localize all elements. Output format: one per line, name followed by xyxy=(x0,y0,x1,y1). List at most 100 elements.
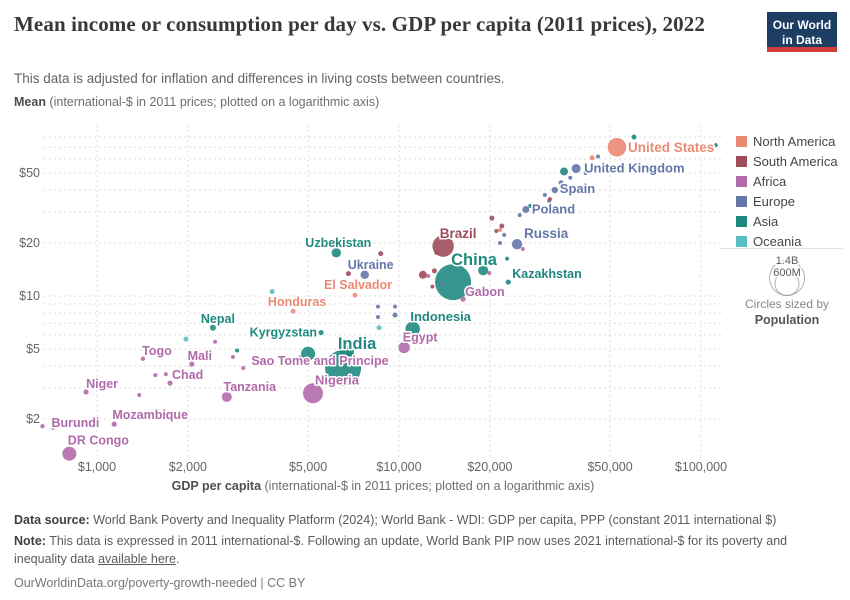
data-point-ukraine[interactable] xyxy=(360,270,369,279)
x-axis-title-bold: GDP per capita xyxy=(171,479,262,493)
data-point[interactable] xyxy=(163,372,168,377)
data-point-poland[interactable] xyxy=(522,206,530,214)
data-point-nepal[interactable] xyxy=(209,324,216,331)
owid-logo[interactable]: Our World in Data xyxy=(767,12,837,52)
data-point-uzbekistan[interactable] xyxy=(331,248,342,258)
data-point[interactable] xyxy=(631,134,637,140)
data-point-kazakhstan[interactable] xyxy=(505,279,511,285)
data-point[interactable] xyxy=(596,154,601,159)
data-point-sao-tome-and-principe[interactable] xyxy=(298,355,302,359)
data-point[interactable] xyxy=(502,233,507,238)
legend-item-north-america[interactable]: North America xyxy=(736,134,838,149)
data-point-indonesia[interactable] xyxy=(405,321,420,337)
legend-item-oceania[interactable]: Oceania xyxy=(736,234,838,249)
data-point-el-salvador[interactable] xyxy=(352,292,358,298)
data-point[interactable] xyxy=(558,180,564,186)
data-point[interactable] xyxy=(345,271,351,277)
data-point-honduras[interactable] xyxy=(290,308,296,314)
data-point[interactable] xyxy=(547,197,552,202)
data-point[interactable] xyxy=(434,250,439,255)
data-point[interactable] xyxy=(393,304,398,309)
data-point[interactable] xyxy=(339,345,354,360)
data-point[interactable] xyxy=(499,223,505,229)
data-point-dr-congo[interactable] xyxy=(62,446,77,461)
data-point[interactable] xyxy=(426,273,431,278)
data-point-chad[interactable] xyxy=(167,380,173,386)
data-point[interactable] xyxy=(589,155,595,161)
legend-item-africa[interactable]: Africa xyxy=(736,174,838,189)
country-label-gabon: Gabon xyxy=(465,285,505,299)
data-point-spain[interactable] xyxy=(551,186,558,194)
data-point-united-kingdom[interactable] xyxy=(571,164,581,174)
legend-swatch xyxy=(736,136,747,147)
country-label-brazil: Brazil xyxy=(440,226,477,241)
legend-divider xyxy=(719,248,843,249)
legend-item-asia[interactable]: Asia xyxy=(736,214,838,229)
country-label-mozambique: Mozambique xyxy=(112,408,188,422)
data-point[interactable] xyxy=(498,241,503,246)
citation-line: OurWorldinData.org/poverty-growth-needed… xyxy=(14,576,306,591)
data-point-egypt[interactable] xyxy=(398,341,410,354)
data-point-china[interactable] xyxy=(435,264,472,301)
data-point[interactable] xyxy=(520,246,525,251)
data-point[interactable] xyxy=(430,284,435,289)
data-point[interactable] xyxy=(51,425,56,430)
data-point[interactable] xyxy=(241,365,246,370)
country-label-egypt: Egypt xyxy=(403,330,439,344)
data-point[interactable] xyxy=(183,336,189,342)
available-here-link[interactable]: available here xyxy=(98,552,176,567)
data-point-kyrgyzstan[interactable] xyxy=(318,329,324,336)
data-point-india[interactable] xyxy=(325,349,362,386)
data-point[interactable] xyxy=(375,314,380,319)
data-point[interactable] xyxy=(418,270,427,279)
x-tick-label: $1,000 xyxy=(78,460,116,474)
data-point[interactable] xyxy=(498,228,503,233)
data-point[interactable] xyxy=(230,355,235,360)
data-point[interactable] xyxy=(487,271,492,276)
y-axis-unit-label: Mean (international-$ in 2011 prices; pl… xyxy=(14,95,379,109)
data-point[interactable] xyxy=(378,251,384,257)
data-point-gabon[interactable] xyxy=(460,296,466,302)
data-point[interactable] xyxy=(153,373,158,378)
size-legend-caption-text: Circles sized by xyxy=(744,297,830,311)
data-point[interactable] xyxy=(375,304,380,309)
legend-item-europe[interactable]: Europe xyxy=(736,194,838,209)
data-point-united-states[interactable] xyxy=(607,137,627,157)
y-tick-label: $20 xyxy=(19,236,40,250)
data-point[interactable] xyxy=(213,339,218,344)
data-point[interactable] xyxy=(583,170,588,175)
data-point-niger[interactable] xyxy=(83,389,89,395)
data-point[interactable] xyxy=(235,348,240,353)
chart-subtitle: This data is adjusted for inflation and … xyxy=(14,71,505,86)
data-point[interactable] xyxy=(438,281,444,287)
data-point[interactable] xyxy=(392,312,398,318)
data-point[interactable] xyxy=(568,175,573,180)
data-point[interactable] xyxy=(301,346,316,361)
data-point[interactable] xyxy=(478,265,489,276)
data-point-burundi[interactable] xyxy=(40,424,45,429)
data-point[interactable] xyxy=(560,167,569,176)
data-point[interactable] xyxy=(517,213,522,218)
country-label-poland: Poland xyxy=(532,202,575,217)
data-point[interactable] xyxy=(137,392,142,397)
data-point-mozambique[interactable] xyxy=(111,421,117,427)
data-point-russia[interactable] xyxy=(511,238,523,250)
legend-item-south-america[interactable]: South America xyxy=(736,154,838,169)
data-point[interactable] xyxy=(489,215,495,221)
data-point[interactable] xyxy=(528,203,533,208)
data-point[interactable] xyxy=(713,143,718,148)
data-point[interactable] xyxy=(431,268,437,274)
country-label-nepal: Nepal xyxy=(201,312,235,326)
data-point-tanzania[interactable] xyxy=(221,391,232,402)
data-point[interactable] xyxy=(542,192,547,197)
data-point-togo[interactable] xyxy=(140,356,146,361)
data-point[interactable] xyxy=(505,256,510,261)
country-label-mali: Mali xyxy=(188,349,212,363)
data-point[interactable] xyxy=(269,289,275,295)
data-point-mali[interactable] xyxy=(189,361,195,367)
legend-label: Europe xyxy=(753,194,795,209)
data-point-nigeria[interactable] xyxy=(302,383,323,404)
data-point[interactable] xyxy=(376,325,382,331)
data-point[interactable] xyxy=(494,229,499,234)
